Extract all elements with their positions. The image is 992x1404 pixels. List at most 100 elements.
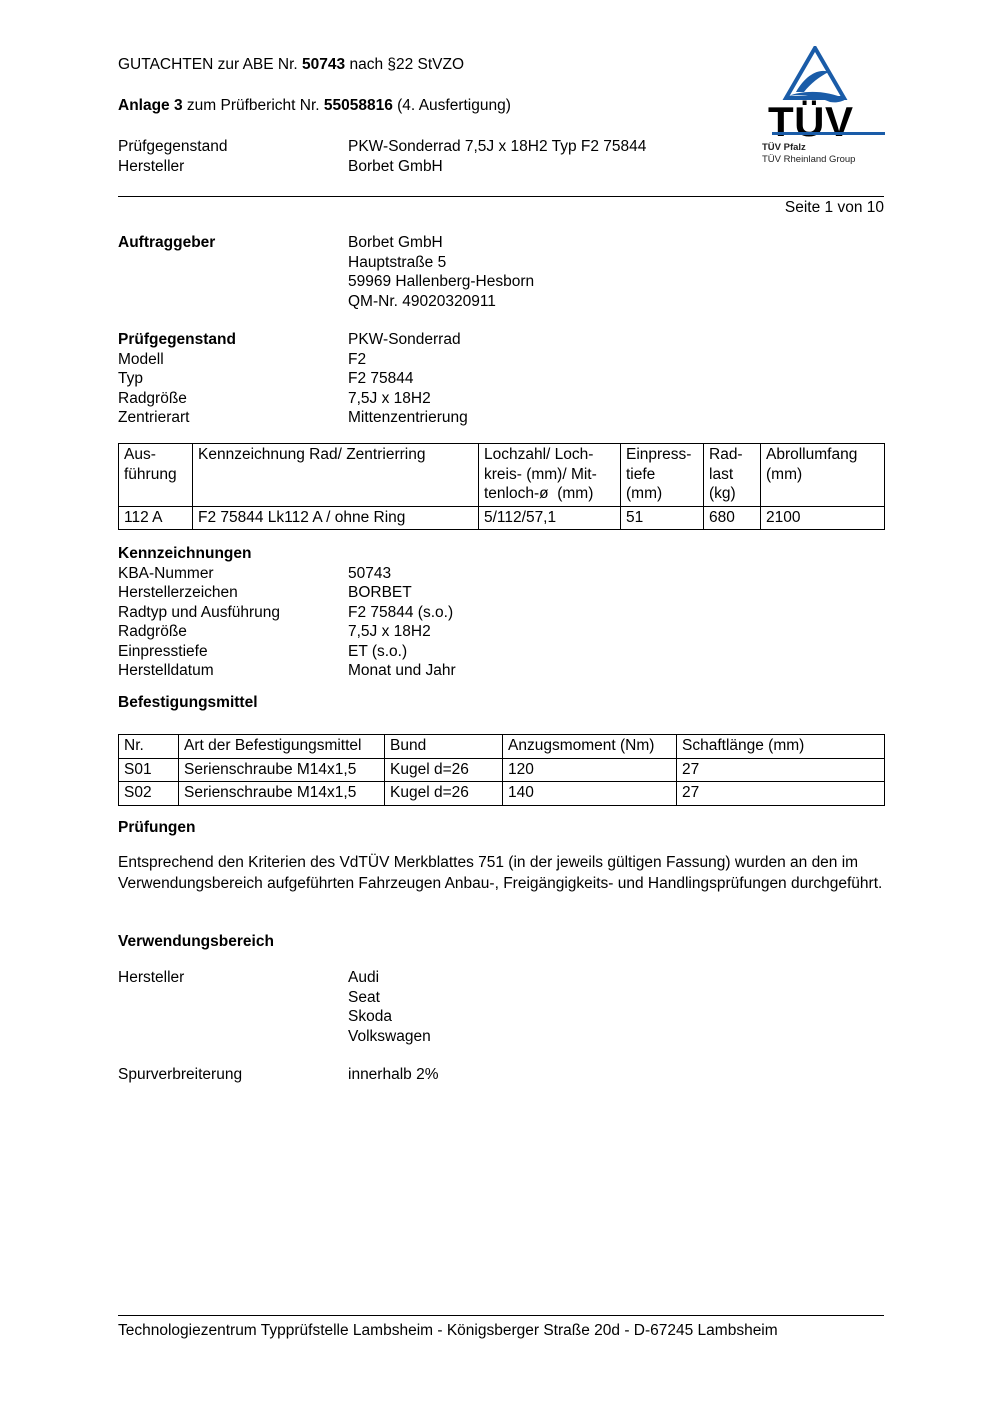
- header-pruefgegenstand-value: PKW-Sonderrad 7,5J x 18H2 Typ F2 75844: [348, 138, 647, 155]
- table-row: 112 A F2 75844 Lk112 A / ohne Ring 5/112…: [118, 505, 885, 530]
- header-divider: [118, 196, 884, 197]
- col-einpresstiefe: Einpress-tiefe (mm): [620, 443, 704, 507]
- auftraggeber-line-2: Hauptstraße 5: [348, 253, 447, 271]
- cell-bund: Kugel d=26: [384, 757, 503, 782]
- pruefungen-title: Prüfungen: [118, 819, 196, 836]
- kennzeichnungen-row: Einpresstiefe ET (s.o.): [118, 642, 456, 662]
- tuv-sublabel-line2: TÜV Rheinland Group: [762, 153, 856, 165]
- kennzeichnungen-block: Kennzeichnungen KBA-Nummer 50743 Herstel…: [118, 544, 456, 681]
- radgroesse-value: 7,5J x 18H2: [348, 389, 431, 407]
- cell-anzugsmoment: 120: [502, 757, 677, 782]
- gutachten-abe-number: 50743: [302, 56, 346, 73]
- col-kennzeichnung: Kennzeichnung Rad/ Zentrierring: [192, 443, 479, 507]
- tuv-logo: TÜV TÜV Pfalz TÜV Rheinland Group: [762, 44, 890, 176]
- header-hersteller-value: Borbet GmbH: [348, 157, 443, 175]
- tuv-triangle-icon: [782, 44, 848, 104]
- wheel-table-wrapper: Aus-führung Kennzeichnung Rad/ Zentrierr…: [118, 443, 885, 530]
- kz-radgroesse-value: 7,5J x 18H2: [348, 623, 431, 640]
- pruefungen-paragraph: Entsprechend den Kriterien des VdTÜV Mer…: [118, 854, 883, 892]
- kz-radgroesse-label: Radgröße: [118, 623, 187, 640]
- cell-kennzeichnung: F2 75844 Lk112 A / ohne Ring: [192, 505, 479, 530]
- radtyp-label: Radtyp und Ausführung: [118, 603, 281, 621]
- auftraggeber-row: Hauptstraße 5: [118, 253, 534, 273]
- page-indicator: Seite 1 von 10: [784, 199, 884, 216]
- vb-hersteller-value-3: Skoda: [348, 1008, 392, 1025]
- auftraggeber-line-4: QM-Nr. 49020320911: [348, 292, 496, 310]
- auftraggeber-block: Auftraggeber Borbet GmbH Hauptstraße 5 5…: [118, 233, 534, 311]
- auftraggeber-spacer: [118, 292, 348, 312]
- table-row: S02 Serienschraube M14x1,5 Kugel d=26 14…: [118, 781, 885, 806]
- verwendung-row: Spurverbreiterung innerhalb 2%: [118, 1065, 438, 1085]
- radgroesse-label: Radgröße: [118, 389, 187, 407]
- tuv-sublabel-line1: TÜV Pfalz: [762, 142, 806, 153]
- cell-abrollumfang: 2100: [760, 505, 885, 530]
- cell-lochzahl: 5/112/57,1: [478, 505, 621, 530]
- modell-label: Modell: [118, 350, 164, 368]
- vb-hersteller-label: Hersteller: [118, 969, 185, 986]
- kennzeichnungen-row: Herstellerzeichen BORBET: [118, 583, 456, 603]
- verwendungsbereich-hersteller-block: Hersteller Audi Seat Skoda Volkswagen: [118, 968, 431, 1046]
- cell-schaftlaenge: 27: [676, 781, 885, 806]
- gutachten-prefix: GUTACHTEN zur ABE Nr.: [118, 56, 303, 73]
- verwendung-row: Volkswagen: [118, 1027, 431, 1047]
- typ-label: Typ: [118, 370, 143, 387]
- herstelldatum-label: Herstelldatum: [118, 662, 214, 679]
- cell-nr: S02: [118, 781, 179, 806]
- kba-nummer-label: KBA-Nummer: [118, 564, 214, 582]
- vb-spacer: [118, 1027, 348, 1047]
- kennzeichnungen-row: Radtyp und Ausführung F2 75844 (s.o.): [118, 603, 456, 623]
- header-detail-row: Hersteller Borbet GmbH: [118, 157, 884, 177]
- table-header-row: Aus-führung Kennzeichnung Rad/ Zentrierr…: [118, 443, 885, 507]
- auftraggeber-title: Auftraggeber: [118, 234, 216, 251]
- col-anzugsmoment: Anzugsmoment (Nm): [502, 734, 677, 759]
- verwendungsbereich-title: Verwendungsbereich: [118, 933, 274, 950]
- pruefgegenstand-title: Prüfgegenstand: [118, 331, 236, 348]
- auftraggeber-row: QM-Nr. 49020320911: [118, 292, 534, 312]
- pruefgegenstand-block: Prüfgegenstand PKW-Sonderrad Modell F2 T…: [118, 330, 468, 428]
- header-detail-block: Prüfgegenstand PKW-Sonderrad 7,5J x 18H2…: [118, 137, 884, 176]
- spurverbreiterung-block: Spurverbreiterung innerhalb 2%: [118, 1065, 438, 1085]
- col-lochzahl: Lochzahl/ Loch-kreis- (mm)/ Mit-tenloch-…: [478, 443, 621, 507]
- auftraggeber-spacer: [118, 272, 348, 292]
- cell-nr: S01: [118, 757, 179, 782]
- anlage-suffix: (4. Ausfertigung): [392, 97, 511, 114]
- anlage-mid-text: zum Prüfbericht Nr.: [182, 97, 324, 114]
- header-detail-row: Prüfgegenstand PKW-Sonderrad 7,5J x 18H2…: [118, 137, 884, 157]
- col-ausfuehrung: Aus-führung: [118, 443, 193, 507]
- tuv-sublabel: TÜV Pfalz TÜV Rheinland Group: [762, 142, 890, 165]
- col-nr: Nr.: [118, 734, 179, 759]
- col-radlast: Rad-last (kg): [703, 443, 761, 507]
- cell-bund: Kugel d=26: [384, 781, 503, 806]
- pruefgegenstand-row: Typ F2 75844: [118, 369, 468, 389]
- spurverbreiterung-value: innerhalb 2%: [348, 1066, 439, 1083]
- kba-nummer-value: 50743: [348, 564, 392, 582]
- cell-schaftlaenge: 27: [676, 757, 885, 782]
- col-bund: Bund: [384, 734, 503, 759]
- pruefgegenstand-row: Prüfgegenstand PKW-Sonderrad: [118, 330, 468, 350]
- col-art: Art der Befestigungsmittel: [178, 734, 385, 759]
- spurverbreiterung-label: Spurverbreiterung: [118, 1066, 243, 1083]
- kz-einpresstiefe-value: ET (s.o.): [348, 642, 408, 660]
- auftraggeber-row: Auftraggeber Borbet GmbH: [118, 233, 534, 253]
- pruefgegenstand-value: PKW-Sonderrad: [348, 331, 461, 348]
- vb-spacer: [118, 1007, 348, 1027]
- wheel-specification-table: Aus-führung Kennzeichnung Rad/ Zentrierr…: [118, 443, 885, 530]
- auftraggeber-row: 59969 Hallenberg-Hesborn: [118, 272, 534, 292]
- befestigungsmittel-title: Befestigungsmittel: [118, 694, 258, 711]
- kz-einpresstiefe-label: Einpresstiefe: [118, 642, 208, 660]
- modell-value: F2: [348, 350, 367, 368]
- auftraggeber-line-3: 59969 Hallenberg-Hesborn: [348, 273, 535, 290]
- radtyp-value: F2 75844 (s.o.): [348, 603, 454, 621]
- verwendung-row: Seat: [118, 988, 431, 1008]
- auftraggeber-spacer: [118, 253, 348, 273]
- tuv-wordmark: TÜV: [768, 98, 854, 145]
- verwendung-row: Skoda: [118, 1007, 431, 1027]
- herstelldatum-value: Monat und Jahr: [348, 662, 456, 679]
- cell-art: Serienschraube M14x1,5: [178, 781, 385, 806]
- vb-hersteller-value-1: Audi: [348, 969, 380, 986]
- pruefgegenstand-row: Modell F2: [118, 350, 468, 370]
- pruefbericht-number: 55058816: [323, 97, 393, 114]
- pruefgegenstand-row: Radgröße 7,5J x 18H2: [118, 389, 468, 409]
- cell-ausfuehrung: 112 A: [118, 505, 193, 530]
